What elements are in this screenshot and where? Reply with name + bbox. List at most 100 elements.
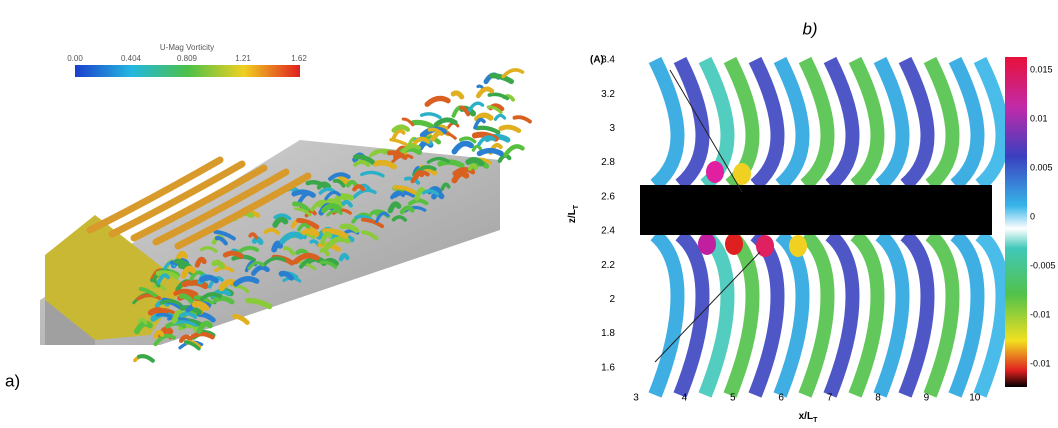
y-tick-label: 2 — [609, 294, 615, 305]
vortex — [498, 124, 522, 134]
contour-band — [673, 56, 710, 398]
ramp — [45, 215, 185, 340]
vortex — [474, 112, 494, 122]
vortex — [190, 331, 215, 340]
colorbar-tick-label: 1.62 — [291, 54, 307, 63]
colorbar-title: U-Mag Vorticity — [160, 43, 214, 52]
y-tick-label: 3 — [609, 123, 615, 134]
colorbar-tick-label: 0.809 — [177, 54, 198, 63]
vortex — [319, 260, 338, 269]
vortex — [199, 246, 218, 253]
vortex — [291, 189, 316, 198]
vortex — [212, 295, 235, 305]
vortex — [401, 117, 415, 127]
vortex — [390, 190, 405, 200]
vortex — [450, 90, 465, 100]
y-tick-label: 3.2 — [601, 89, 615, 100]
vortex — [353, 159, 371, 168]
vortex — [213, 229, 236, 241]
vortex — [159, 299, 182, 306]
plot-label: (A) — [590, 55, 604, 66]
vortex — [486, 105, 503, 115]
y-axis-label-main: z/L — [567, 209, 578, 223]
vortex — [326, 209, 343, 217]
contour-band — [798, 56, 835, 398]
vortex — [232, 276, 260, 287]
contour-band — [948, 56, 985, 398]
vortex — [339, 223, 360, 234]
panel-label: a) — [5, 371, 20, 390]
contour-peak — [706, 161, 724, 183]
vortex — [194, 256, 207, 268]
vortex — [196, 320, 213, 334]
colorbar-tick-label: 0.005 — [1030, 162, 1053, 172]
vortex — [324, 190, 341, 201]
x-tick-label: 8 — [875, 393, 881, 404]
vortex — [271, 240, 284, 253]
vortex — [183, 340, 201, 351]
vortex — [459, 105, 471, 117]
y-tick-label: 2.6 — [601, 191, 615, 202]
vortex — [332, 178, 346, 188]
x-axis-label-sub: T — [813, 417, 818, 424]
vortex — [283, 246, 296, 256]
contour-peak — [756, 235, 774, 257]
x-tick-label: 5 — [730, 393, 736, 404]
x-tick-label: 10 — [969, 393, 981, 404]
colorbar-tick-label: -0.01 — [1030, 309, 1051, 319]
vortex — [427, 127, 444, 136]
vortex — [452, 167, 476, 176]
y-tick-label: 3.4 — [601, 55, 615, 66]
vortex — [319, 247, 330, 257]
colorbar-tick-label: -0.005 — [1030, 260, 1056, 270]
vortex — [179, 311, 198, 319]
contour-band — [648, 56, 685, 398]
panel-b: b) (A) z/LT x/LT 3.43.232.82.62.42.221.8… — [567, 19, 1056, 423]
vortex — [263, 227, 280, 235]
vortex — [167, 316, 191, 323]
y-tick-label: 2.2 — [601, 260, 615, 271]
vortex — [477, 135, 496, 147]
vortex — [232, 313, 250, 325]
vortex — [310, 199, 331, 212]
vortex — [375, 211, 390, 223]
contour-band — [848, 56, 885, 398]
vortex — [245, 297, 273, 310]
vortex — [475, 125, 501, 135]
vortex — [413, 136, 431, 145]
panel-label: b) — [802, 19, 817, 38]
contour-band — [873, 56, 910, 398]
vortex — [465, 157, 485, 167]
colorbar-b — [1005, 57, 1027, 387]
vortex — [338, 252, 350, 262]
vortex — [386, 150, 408, 160]
vortex — [296, 260, 317, 271]
vortex — [251, 264, 270, 276]
x-axis-label: x/LT — [799, 411, 818, 424]
colorbar-tick-label: 0.404 — [121, 54, 142, 63]
vortex — [476, 147, 504, 157]
vortex — [467, 163, 478, 171]
vortex — [321, 203, 342, 214]
vortex — [437, 159, 465, 169]
vortex-tube — [130, 164, 268, 242]
vortex — [137, 317, 148, 325]
vortex — [391, 124, 411, 133]
vortex — [475, 86, 495, 99]
vortex — [329, 193, 354, 207]
vortex — [189, 270, 205, 281]
x-tick-label: 3 — [633, 393, 639, 404]
vortex — [297, 223, 311, 232]
vortex — [352, 184, 366, 192]
x-tick-label: 9 — [924, 393, 930, 404]
y-tick-label: 2.4 — [601, 226, 615, 237]
vortex — [262, 256, 287, 267]
y-tick-label: 1.8 — [601, 328, 615, 339]
y-axis-label: z/LT — [567, 204, 580, 223]
colorbar-a — [75, 65, 300, 77]
vortex — [294, 207, 312, 217]
vortex — [422, 189, 440, 196]
vortex — [181, 279, 209, 290]
vortex — [368, 149, 387, 158]
panel-a: U-Mag Vorticity a) 0.00 0.404 0.809 1.21 1.6… — [5, 43, 532, 390]
